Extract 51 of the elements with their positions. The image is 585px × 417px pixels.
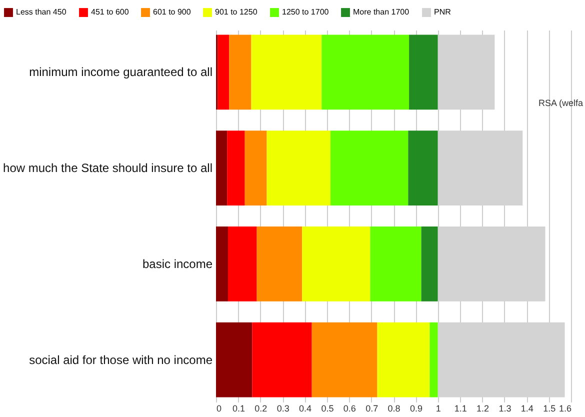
bar xyxy=(228,226,257,302)
x-tick-label: 0.4 xyxy=(298,404,312,414)
bar xyxy=(216,130,228,206)
x-tick-label: 1.3 xyxy=(498,404,512,414)
bar xyxy=(218,34,230,110)
bar xyxy=(377,322,430,398)
bar xyxy=(251,34,322,110)
legend-label: 1250 to 1700 xyxy=(282,8,330,17)
bar xyxy=(370,226,422,302)
legend-label: More than 1700 xyxy=(353,8,410,17)
bar xyxy=(216,322,252,398)
x-tick-label: 1 xyxy=(436,404,441,414)
x-tick-label: 0.9 xyxy=(410,404,422,414)
bar xyxy=(229,34,252,110)
x-tick-label: 0.5 xyxy=(321,404,334,414)
x-tick-label: 1.5 xyxy=(543,404,556,414)
y-tick-label: social aid for those with no income xyxy=(29,352,213,367)
x-tick-label: 0.8 xyxy=(388,404,400,414)
x-tick-label: 0 xyxy=(216,404,222,414)
x-tick-label: 1.1 xyxy=(454,404,467,414)
bar xyxy=(252,322,312,398)
x-tick-label: 0.6 xyxy=(343,404,356,414)
bar xyxy=(430,322,438,398)
bar xyxy=(244,130,267,206)
x-tick-label: 1.6 xyxy=(558,404,572,414)
y-tick-label: basic income xyxy=(142,256,213,271)
x-tick-label: 0.7 xyxy=(366,404,378,414)
x-tick-label: 0.2 xyxy=(254,404,268,414)
bar xyxy=(256,226,302,302)
bar xyxy=(322,34,410,110)
bar xyxy=(266,130,330,206)
x-tick-label: 0.1 xyxy=(232,404,245,414)
bar xyxy=(227,130,245,206)
bar xyxy=(409,34,438,110)
legend-label: 901 to 1250 xyxy=(215,8,258,17)
legend-label: PNR xyxy=(434,8,452,17)
y-tick-label: how much the State should insure to all xyxy=(3,161,212,176)
x-tick-label: 0.3 xyxy=(276,404,290,414)
annotation: RSA (welfa xyxy=(538,98,583,108)
bar xyxy=(216,226,228,302)
bar xyxy=(330,130,408,206)
bar xyxy=(312,322,378,398)
bar xyxy=(302,226,370,302)
bar xyxy=(408,130,438,206)
x-tick-label: 1.2 xyxy=(476,404,490,414)
y-tick-label: minimum income guaranteed to all xyxy=(29,65,212,80)
x-tick-label: 1.4 xyxy=(520,404,534,414)
bar xyxy=(421,226,438,302)
legend-label: Less than 450 xyxy=(16,8,67,17)
legend-label: 601 to 900 xyxy=(153,8,192,17)
legend-label: 451 to 600 xyxy=(91,8,130,17)
